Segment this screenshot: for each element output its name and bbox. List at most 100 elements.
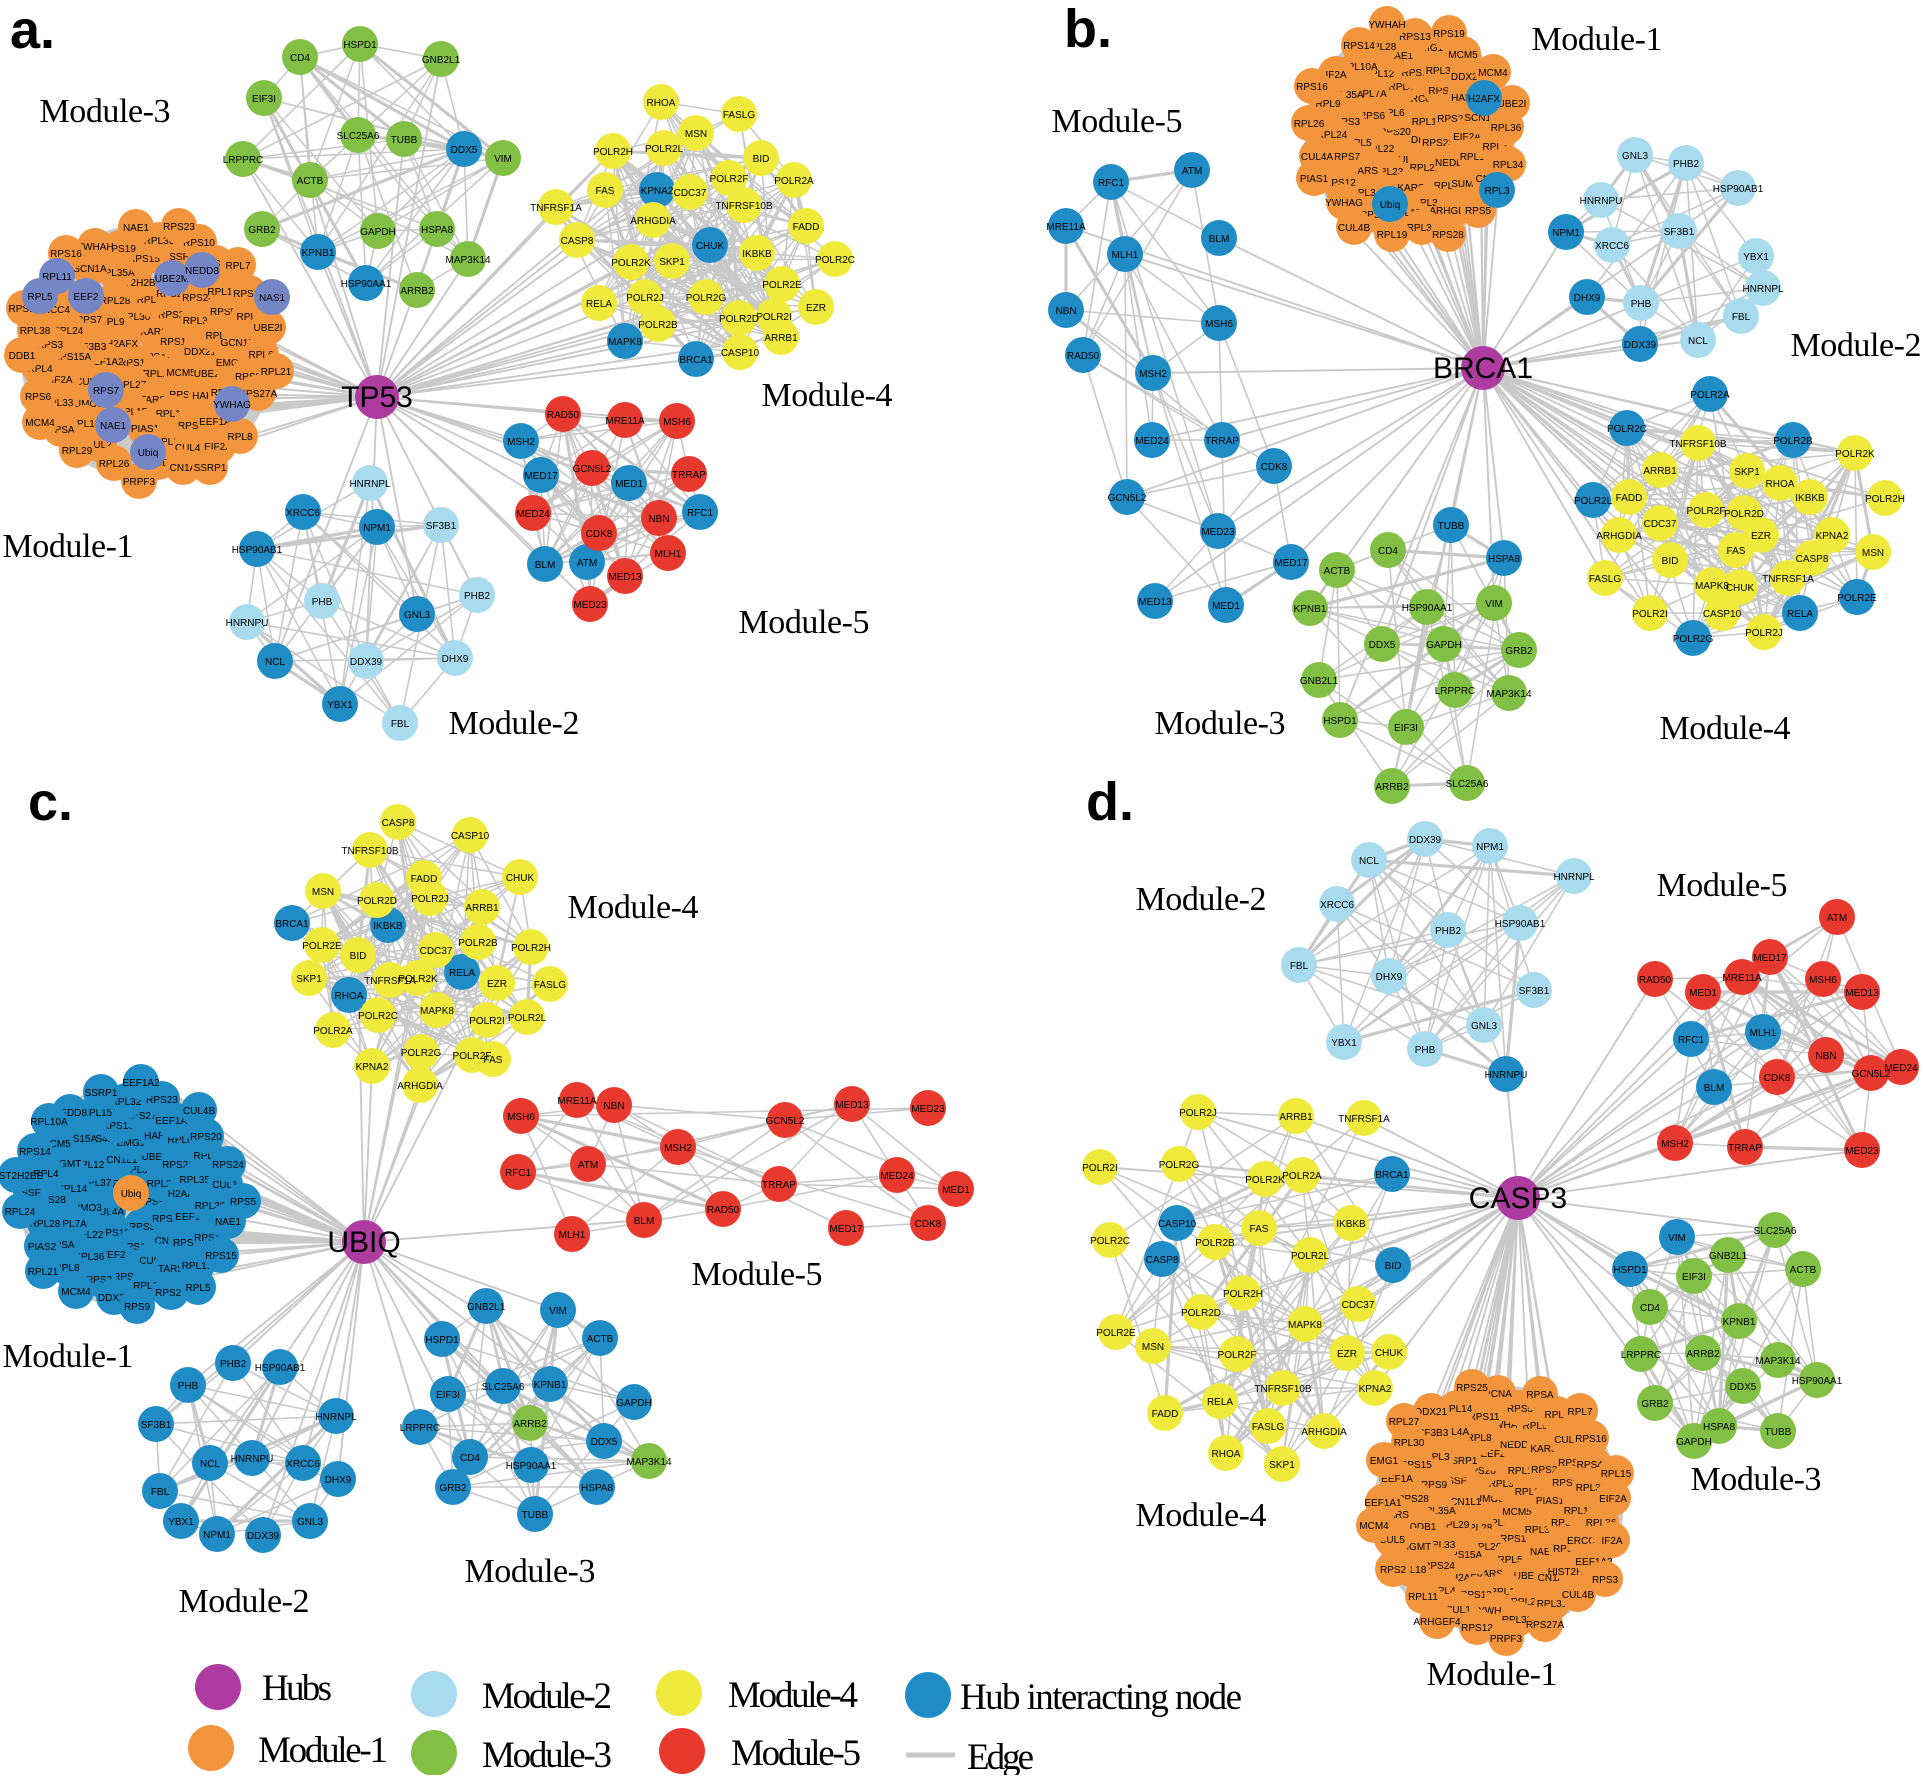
svg-text:CUL1: CUL1 (212, 1180, 238, 1191)
svg-text:RPL13: RPL13 (1412, 117, 1443, 128)
svg-text:SUMO3: SUMO3 (1451, 179, 1487, 190)
svg-text:HSP90AB1: HSP90AB1 (255, 1363, 306, 1374)
svg-text:HNRNPL: HNRNPL (315, 1412, 357, 1423)
svg-text:RPS16: RPS16 (50, 249, 82, 260)
svg-text:CUL4B: CUL4B (1562, 1590, 1595, 1601)
svg-text:XRCC6: XRCC6 (1595, 241, 1629, 252)
svg-text:NAS1: NAS1 (259, 293, 286, 304)
svg-text:GCN1L1: GCN1L1 (221, 338, 260, 349)
svg-text:RPL5: RPL5 (27, 292, 52, 303)
svg-text:ERCC4: ERCC4 (36, 305, 70, 316)
svg-text:GNL3: GNL3 (1471, 1021, 1498, 1032)
svg-text:MRE11A: MRE11A (1722, 973, 1762, 984)
svg-text:RPL35A: RPL35A (1418, 1506, 1456, 1517)
svg-text:GAPDH: GAPDH (1676, 1437, 1712, 1448)
svg-text:RPS25: RPS25 (169, 390, 201, 401)
svg-text:RPS10: RPS10 (183, 238, 215, 249)
svg-text:ARRB1: ARRB1 (465, 903, 499, 914)
svg-text:FADD: FADD (1616, 493, 1643, 504)
svg-text:POLR2H: POLR2H (593, 147, 633, 158)
svg-text:RPS15: RPS15 (128, 254, 160, 265)
svg-text:TUBB: TUBB (1765, 1427, 1792, 1438)
svg-text:RPL10A: RPL10A (1340, 62, 1378, 73)
svg-text:DDX5: DDX5 (451, 145, 478, 156)
svg-text:SSRP1: SSRP1 (1445, 1456, 1478, 1467)
svg-text:RPL37: RPL37 (1576, 1483, 1607, 1494)
svg-text:SLC25A6: SLC25A6 (482, 1382, 525, 1393)
svg-text:RPL13: RPL13 (1564, 1506, 1595, 1517)
svg-text:UBE2M: UBE2M (1514, 1571, 1548, 1582)
svg-text:KPNB1: KPNB1 (534, 1380, 567, 1391)
svg-text:Module-5: Module-5 (1657, 867, 1788, 904)
svg-text:MAP3K14: MAP3K14 (445, 255, 490, 266)
svg-text:EIF2A: EIF2A (1453, 132, 1481, 143)
svg-text:POLR2L: POLR2L (1291, 1251, 1330, 1262)
svg-text:RPS8: RPS8 (138, 1197, 165, 1208)
svg-text:ATM: ATM (577, 558, 597, 569)
svg-text:SUMO3: SUMO3 (66, 1203, 102, 1214)
svg-text:NBN: NBN (603, 1101, 624, 1112)
svg-text:DDX21: DDX21 (98, 1293, 131, 1304)
svg-text:SF3B3: SF3B3 (76, 342, 107, 353)
svg-text:POLR2B: POLR2B (638, 320, 678, 331)
svg-text:RPL33: RPL33 (1407, 223, 1438, 234)
svg-text:RPL28: RPL28 (1366, 42, 1397, 53)
svg-text:SF3B1: SF3B1 (1664, 227, 1695, 238)
svg-text:RPS11: RPS11 (1402, 68, 1433, 79)
svg-text:RPS12: RPS12 (1324, 178, 1356, 189)
svg-text:MED13: MED13 (1138, 597, 1172, 608)
svg-text:RPS9: RPS9 (235, 372, 262, 383)
svg-text:MCM5: MCM5 (41, 1139, 71, 1150)
svg-text:Module-1: Module-1 (1532, 21, 1663, 58)
svg-text:MED23: MED23 (1845, 1146, 1879, 1157)
svg-text:POLR2B: POLR2B (1195, 1238, 1235, 1249)
svg-text:RPS12: RPS12 (152, 1214, 184, 1225)
svg-text:EEF1A: EEF1A (1381, 1474, 1413, 1485)
svg-text:CASP8: CASP8 (382, 818, 415, 829)
svg-text:RPL7A: RPL7A (1355, 89, 1387, 100)
svg-text:VIM: VIM (1485, 599, 1503, 610)
svg-text:HARS: HARS (192, 391, 220, 402)
svg-text:HSPD1: HSPD1 (343, 40, 377, 51)
svg-text:MED1: MED1 (1212, 601, 1240, 612)
svg-text:MGMT: MGMT (51, 1159, 82, 1170)
svg-text:NAE1: NAE1 (1530, 1547, 1557, 1558)
svg-text:RPL35A: RPL35A (1326, 90, 1364, 101)
svg-text:MSH2: MSH2 (664, 1143, 692, 1154)
svg-text:HNRNPL: HNRNPL (1742, 284, 1784, 295)
svg-text:MED17: MED17 (1753, 953, 1787, 964)
svg-text:EZR: EZR (1751, 531, 1771, 542)
svg-text:POLR2E: POLR2E (1837, 593, 1877, 604)
svg-text:RPL23: RPL23 (1515, 1487, 1546, 1498)
svg-text:RPL15: RPL15 (82, 1108, 113, 1119)
svg-text:RPL36: RPL36 (74, 1252, 105, 1263)
svg-text:MRE11A: MRE11A (605, 416, 645, 427)
svg-text:MAPK8: MAPK8 (420, 1006, 454, 1017)
svg-text:UBE2I: UBE2I (142, 1152, 171, 1163)
svg-text:RPL9: RPL9 (99, 317, 124, 328)
svg-text:Module-3: Module-3 (40, 93, 171, 130)
svg-text:YWHAH: YWHAH (1487, 1420, 1524, 1431)
svg-text:POLR2A: POLR2A (313, 1026, 353, 1037)
svg-text:RPL12: RPL12 (1508, 1466, 1539, 1477)
svg-text:ACTB: ACTB (1324, 566, 1351, 577)
svg-text:TNFRSF1A: TNFRSF1A (1338, 1114, 1390, 1125)
svg-text:Module-1: Module-1 (1427, 1656, 1558, 1693)
svg-text:CUL2: CUL2 (1554, 1435, 1580, 1446)
svg-text:TNFRSF10B: TNFRSF10B (715, 201, 773, 212)
svg-text:RPS24: RPS24 (1437, 114, 1469, 125)
svg-text:PHB2: PHB2 (1673, 159, 1700, 170)
svg-text:HSP90AA1: HSP90AA1 (341, 279, 392, 290)
svg-text:RPS26: RPS26 (155, 1288, 187, 1299)
svg-text:XRCC6: XRCC6 (1320, 900, 1354, 911)
svg-text:FASLG: FASLG (1252, 1422, 1284, 1433)
svg-text:RPL30: RPL30 (1394, 1438, 1425, 1449)
svg-text:RPL31: RPL31 (1537, 1599, 1568, 1610)
svg-text:MED24: MED24 (1135, 436, 1169, 447)
svg-text:EEF1A: EEF1A (175, 1212, 207, 1223)
svg-text:CASP10: CASP10 (451, 831, 490, 842)
svg-text:POLR2L: POLR2L (1574, 496, 1613, 507)
svg-text:HSPD1: HSPD1 (425, 1335, 459, 1346)
svg-text:DDB1: DDB1 (1410, 1522, 1437, 1533)
svg-text:RPS3: RPS3 (37, 340, 64, 351)
